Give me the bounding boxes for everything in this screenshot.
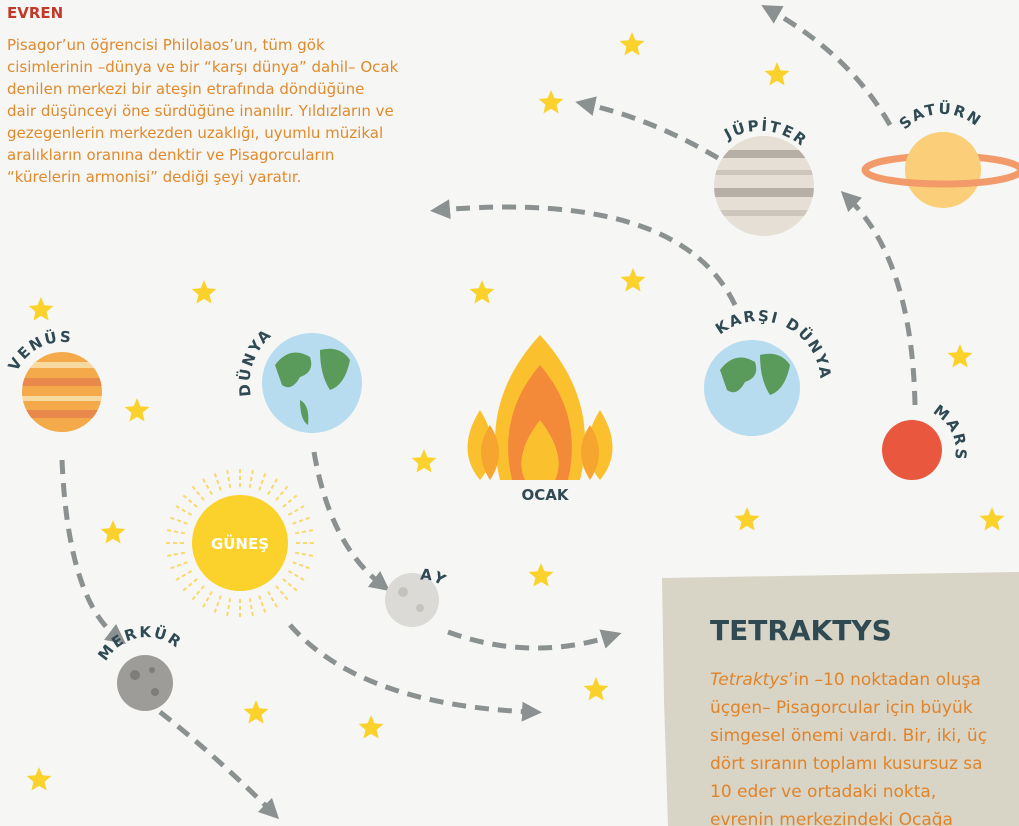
sun-ray [203,479,212,495]
sun-ray [288,571,304,580]
star [101,520,126,544]
sun-ray [192,586,204,600]
star [29,297,54,321]
sun-ray [215,473,221,490]
mars [882,420,942,480]
sun-ray [293,562,310,568]
star [621,268,646,292]
intro-line: denilen merkezi bir ateşin etrafında dön… [7,80,364,98]
star [735,507,760,531]
label-path: SATÜRN [896,99,986,133]
arrow [290,625,532,712]
sun-ray [259,596,265,613]
star [27,767,52,791]
jupiter [710,130,820,240]
star [980,507,1005,531]
box-line: üçgen– Pisagorcular için büyük [710,698,973,718]
sun-ray [227,598,230,616]
ocak-label: OCAK [522,486,570,504]
saturn-label: SATÜRN [896,99,986,133]
star [470,280,495,304]
sun-ray [250,598,253,616]
star [125,398,150,422]
box-line: 10 eder ve ortadaki nokta, [710,782,936,802]
box-line: dört sıranın toplamı kusursuz sa [710,754,983,774]
sun-ray [276,586,288,600]
venus [20,350,105,435]
box-line: simgesel önemi vardı. Bir, iki, üç [710,726,987,746]
star [584,677,609,701]
gunes-label: GÜNEŞ [211,534,269,553]
intro-line: gezegenlerin merkezden uzaklığı, uyumlu … [7,124,383,142]
arrow [314,452,382,585]
box-first-rest: ’in –10 noktadan oluşa [788,670,981,690]
intro-line: “kürelerin armonisi” dediği şeyi yaratır… [7,168,301,186]
sun-ray [170,518,187,524]
ocak-fire [468,335,613,480]
star [620,32,645,56]
sun-ray [276,486,288,500]
intro-line: Pisagor’un öğrencisi Philolaos’un, tüm g… [7,36,325,54]
star [359,715,384,739]
sun-ray [259,473,265,490]
star [948,344,973,368]
sun-ray [293,518,310,524]
sun-ray [170,562,187,568]
sun-ray [268,479,277,495]
arrow [848,198,915,405]
sun-ray [183,495,197,507]
sun-ray [295,553,313,556]
infographic: EVREN Pisagor’un öğrencisi Philolaos’un,… [0,0,1019,826]
intro-line: cisimlerinin –dünya ve bir “karşı dünya”… [7,58,399,76]
sun-ray [288,506,304,515]
sun-ray [176,571,192,580]
box-lead: Tetraktys [710,670,788,690]
arrow [160,712,272,812]
saturn [865,132,1019,208]
sun-ray [283,495,297,507]
star [765,62,790,86]
arrow [62,460,118,638]
sun-ray [295,530,313,533]
sun-ray [283,579,297,591]
intro-line: dair düşünceyi öne sürdüğüne inanılır. Y… [7,102,394,120]
sun-ray [215,596,221,613]
sun-ray [183,579,197,591]
arrow [585,104,718,158]
sun-ray [167,530,185,533]
sun-ray [167,553,185,556]
star [539,90,564,114]
sun-ray [203,591,212,607]
box-line: evrenin merkezindeki Ocağa [710,810,953,826]
star [192,280,217,304]
sun-ray [250,470,253,488]
arrow [770,10,890,125]
sun-ray [176,506,192,515]
intro-title: EVREN [7,4,63,22]
box-title: TETRAKTYS [710,614,892,647]
star [529,563,554,587]
sun-ray [268,591,277,607]
star [244,700,269,724]
sun-ray [227,470,230,488]
intro-text: Pisagor’un öğrencisi Philolaos’un, tüm g… [7,36,399,186]
merkur [117,655,173,711]
box-first-line: Tetraktys’in –10 noktadan oluşa [710,670,981,690]
dunya [262,333,362,433]
star [412,449,437,473]
arrow [448,632,612,648]
sun-ray [192,486,204,500]
karsi-dunya [704,340,800,436]
intro-line: aralıkların oranına denktir ve Pisagorcu… [7,146,334,164]
